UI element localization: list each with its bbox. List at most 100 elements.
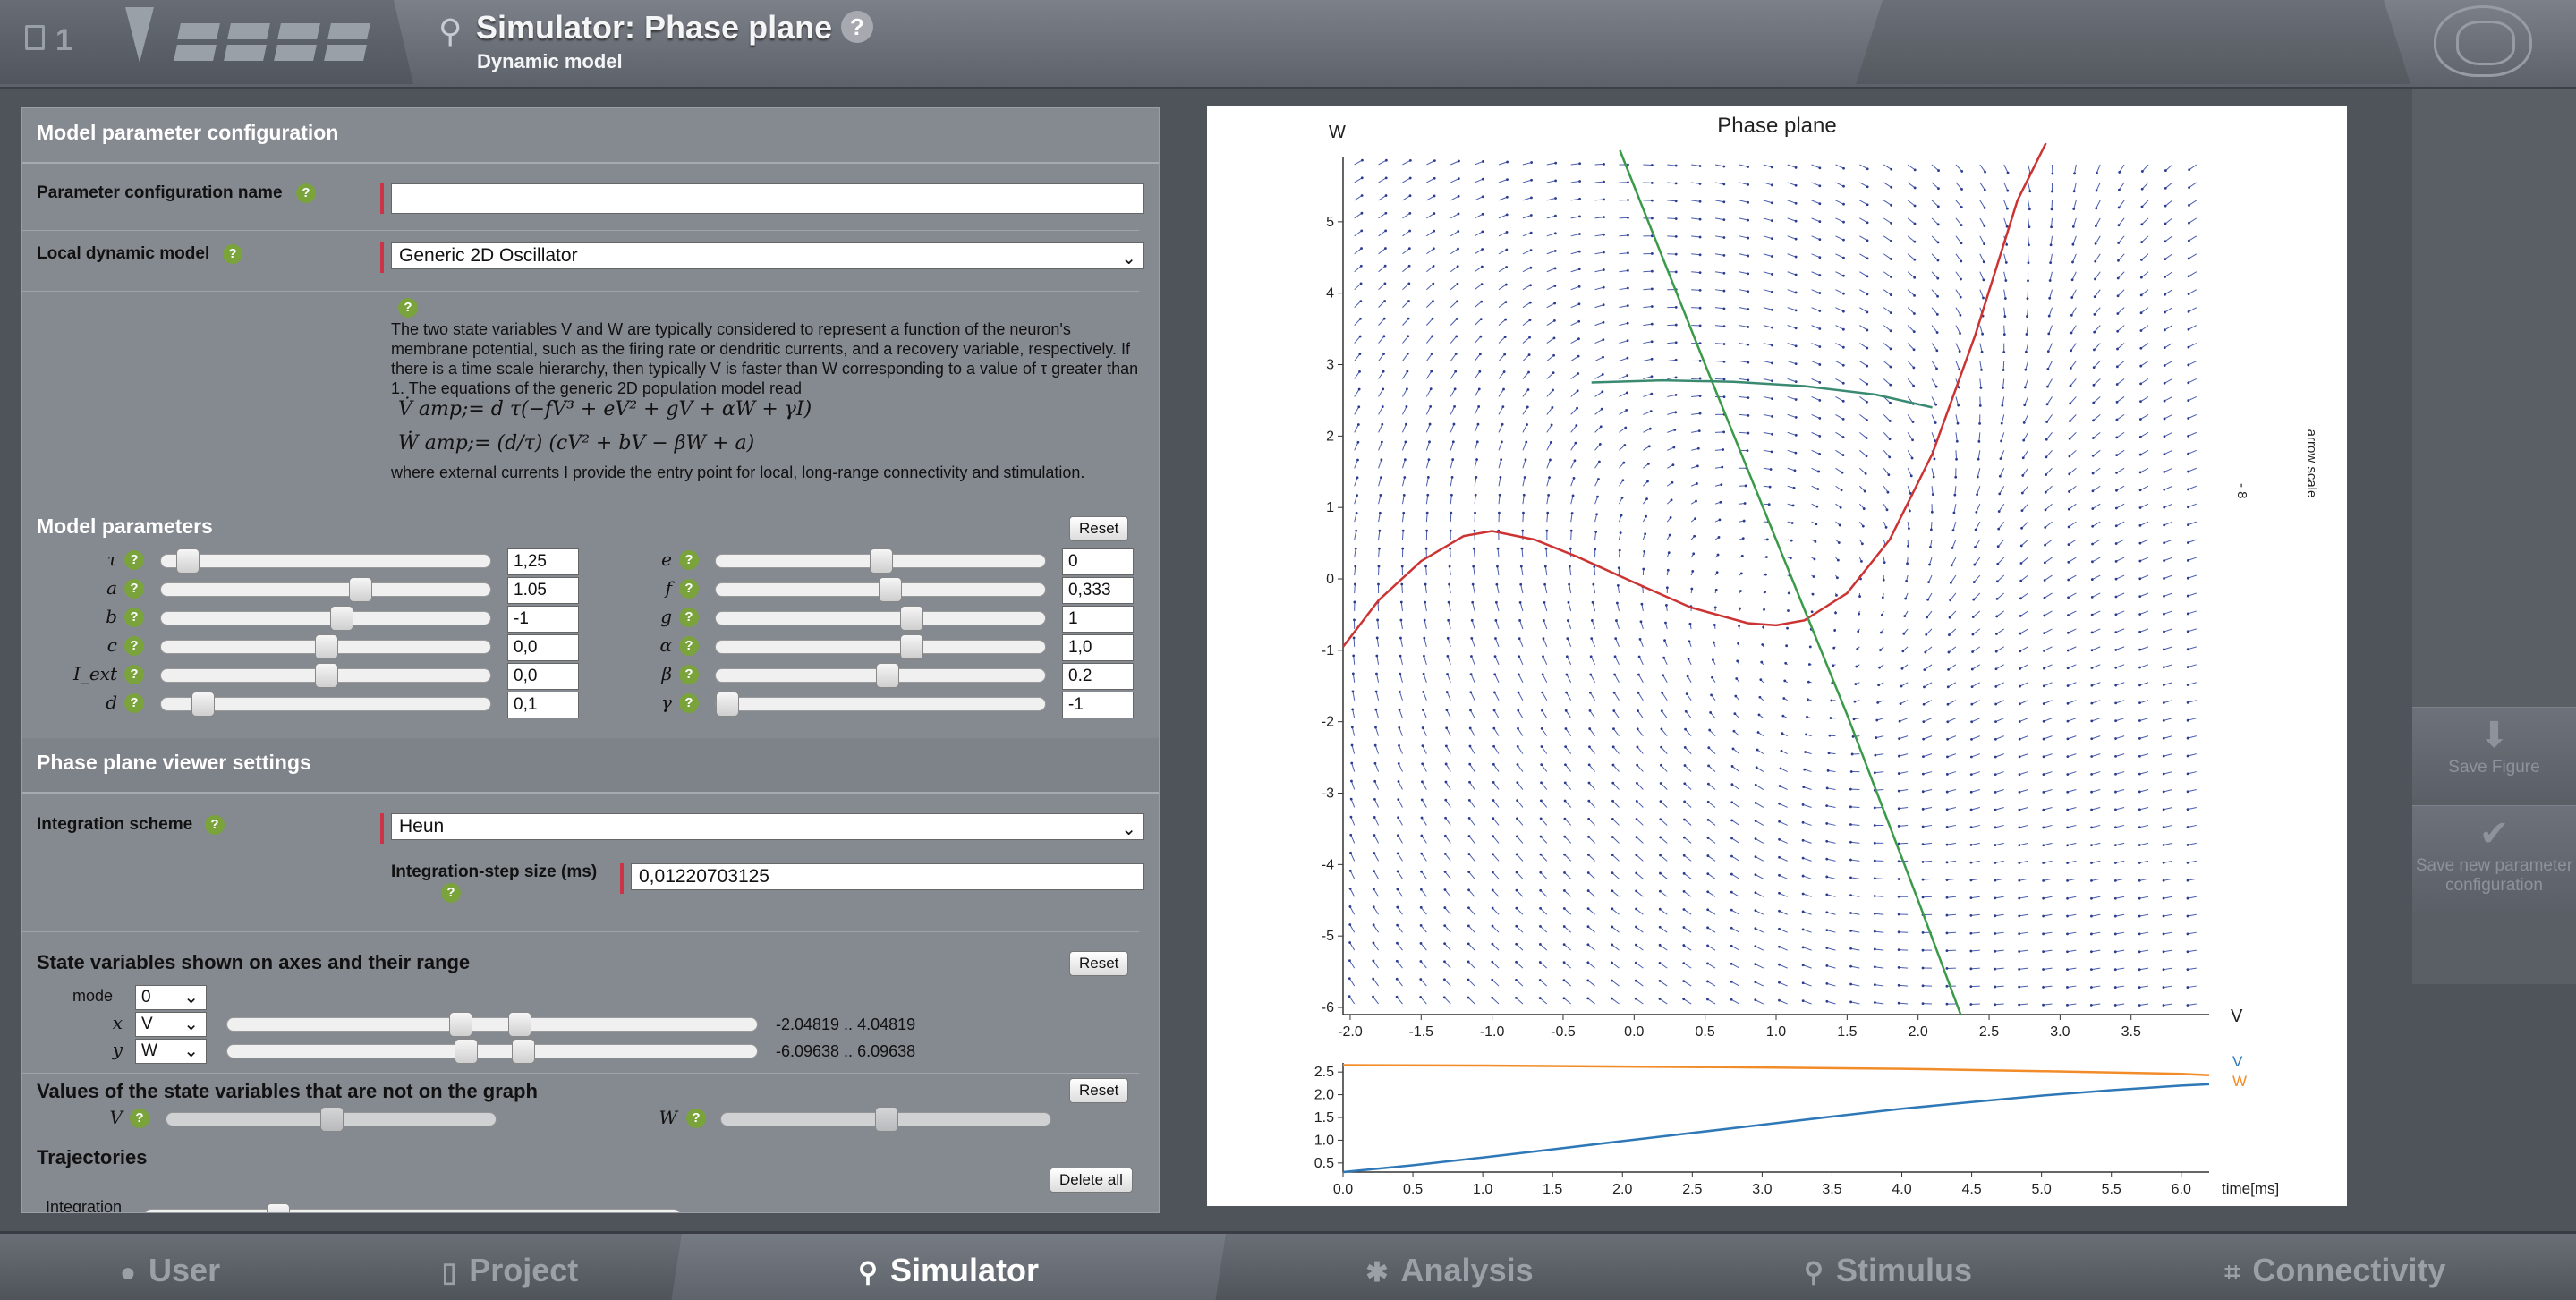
w-value-slider[interactable]	[720, 1107, 1051, 1132]
save-config-button[interactable]: ✔ Save new parameter configuration	[2412, 805, 2576, 913]
y-range-min-handle[interactable]	[455, 1039, 478, 1064]
param-slider-handle[interactable]	[315, 663, 338, 688]
param-slider-right-0[interactable]	[715, 548, 1046, 574]
param-help-icon[interactable]: ?	[679, 608, 699, 627]
field-arrow	[1756, 767, 1764, 772]
field-arrow-head	[1355, 529, 1358, 532]
param-slider-handle[interactable]	[330, 606, 353, 631]
param-slider-left-2[interactable]	[160, 606, 491, 631]
param-slider-right-2[interactable]	[715, 606, 1046, 631]
param-value-input-left-0[interactable]: 1,25	[507, 548, 579, 575]
param-value-input-right-0[interactable]: 0	[1062, 548, 1134, 575]
tab-connectivity[interactable]: ⌗ Connectivity	[2183, 1234, 2487, 1300]
param-help-icon[interactable]: ?	[124, 608, 144, 627]
description-help-icon[interactable]: ?	[398, 298, 418, 318]
v-value-handle[interactable]	[320, 1107, 344, 1132]
param-slider-left-5[interactable]	[160, 692, 491, 717]
save-figure-button[interactable]: ⬇ Save Figure	[2412, 707, 2576, 800]
w-value-help-icon[interactable]: ?	[686, 1109, 706, 1128]
local-model-select[interactable]: Generic 2D Oscillator ⌄	[391, 242, 1144, 269]
param-value-input-right-3[interactable]: 1,0	[1062, 634, 1134, 661]
param-slider-right-4[interactable]	[715, 663, 1046, 688]
tab-stimulus[interactable]: ⚲ Stimulus	[1754, 1234, 2022, 1300]
param-help-icon[interactable]: ?	[679, 636, 699, 656]
param-slider-right-5[interactable]	[715, 692, 1046, 717]
param-slider-handle[interactable]	[900, 606, 923, 631]
param-slider-handle[interactable]	[900, 634, 923, 659]
param-value-input-left-4[interactable]: 0,0	[507, 663, 579, 690]
param-slider-handle[interactable]	[716, 692, 739, 717]
param-value-input-right-2[interactable]: 1	[1062, 606, 1134, 633]
tab-analysis[interactable]: ✱ Analysis	[1297, 1234, 1602, 1300]
param-value-input-right-1[interactable]: 0,333	[1062, 577, 1134, 604]
param-value-input-right-4[interactable]: 0.2	[1062, 663, 1134, 690]
param-slider-handle[interactable]	[870, 548, 893, 574]
field-arrow	[1970, 824, 1980, 828]
v-value-help-icon[interactable]: ?	[130, 1109, 149, 1128]
param-slider-left-4[interactable]	[160, 663, 491, 688]
integration-slider[interactable]	[144, 1203, 681, 1212]
help-icon[interactable]: ?	[841, 11, 873, 43]
delete-all-button[interactable]: Delete all	[1050, 1168, 1133, 1193]
state-values-reset-button[interactable]: Reset	[1069, 1078, 1129, 1103]
param-slider-handle[interactable]	[176, 548, 200, 574]
param-help-icon[interactable]: ?	[124, 550, 144, 570]
tab-user[interactable]: ● User	[54, 1234, 286, 1300]
param-value-input-left-5[interactable]: 0,1	[507, 692, 579, 718]
tab-simulator[interactable]: ⚲ Simulator	[671, 1234, 1226, 1300]
model-params-reset-button[interactable]: Reset	[1069, 516, 1129, 541]
field-arrow-head	[2115, 489, 2118, 492]
field-arrow	[1564, 836, 1572, 844]
param-value-input-left-1[interactable]: 1.05	[507, 577, 579, 604]
x-range-slider[interactable]	[226, 1012, 758, 1037]
y-range-slider[interactable]	[226, 1039, 758, 1064]
y-range-max-handle[interactable]	[512, 1039, 535, 1064]
param-help-icon[interactable]: ?	[124, 665, 144, 684]
param-help-icon[interactable]: ?	[124, 693, 144, 713]
integration-scheme-help-icon[interactable]: ?	[205, 815, 225, 835]
param-slider-handle[interactable]	[879, 577, 902, 602]
param-help-icon[interactable]: ?	[124, 636, 144, 656]
field-arrow	[1883, 307, 1892, 314]
step-size-input[interactable]: 0,01220703125	[631, 863, 1144, 890]
view-switch-icon[interactable]	[174, 23, 370, 63]
param-help-icon[interactable]: ?	[124, 579, 144, 599]
param-help-icon[interactable]: ?	[679, 550, 699, 570]
param-slider-right-1[interactable]	[715, 577, 1046, 602]
param-slider-left-1[interactable]	[160, 577, 491, 602]
param-slider-left-0[interactable]	[160, 548, 491, 574]
param-help-icon[interactable]: ?	[679, 579, 699, 599]
param-value-input-left-2[interactable]: -1	[507, 606, 579, 633]
param-slider-right-3[interactable]	[715, 634, 1046, 659]
param-value-input-left-3[interactable]: 0,0	[507, 634, 579, 661]
integration-handle[interactable]	[267, 1203, 290, 1212]
v-value-slider[interactable]	[166, 1107, 497, 1132]
field-arrow	[1802, 929, 1812, 933]
field-arrow-head	[2066, 631, 2070, 634]
mode-select[interactable]: 0 ⌄	[135, 985, 207, 1010]
param-config-name-help-icon[interactable]: ?	[296, 183, 316, 203]
integration-scheme-select[interactable]: Heun ⌄	[391, 813, 1144, 840]
w-value-handle[interactable]	[875, 1107, 898, 1132]
project-dropdown-icon[interactable]	[125, 7, 154, 63]
y-axis-select[interactable]: W ⌄	[135, 1039, 207, 1064]
param-slider-handle[interactable]	[349, 577, 372, 602]
tab-project[interactable]: ▯ Project	[376, 1234, 644, 1300]
x-range-min-handle[interactable]	[449, 1012, 472, 1037]
x-axis-select[interactable]: V ⌄	[135, 1012, 207, 1037]
param-slider-handle[interactable]	[315, 634, 338, 659]
project-menu[interactable]: 1	[0, 0, 413, 84]
brain-logo-icon[interactable]	[2434, 5, 2532, 77]
param-slider-left-3[interactable]	[160, 634, 491, 659]
param-config-name-input[interactable]	[391, 183, 1144, 214]
state-axes-reset-button[interactable]: Reset	[1069, 951, 1129, 976]
param-help-icon[interactable]: ?	[679, 665, 699, 684]
step-size-help-icon[interactable]: ?	[441, 883, 461, 903]
param-value-input-right-5[interactable]: -1	[1062, 692, 1134, 718]
param-help-icon[interactable]: ?	[679, 693, 699, 713]
param-slider-handle[interactable]	[191, 692, 215, 717]
local-model-help-icon[interactable]: ?	[223, 244, 242, 264]
x-range-max-handle[interactable]	[508, 1012, 531, 1037]
param-slider-handle[interactable]	[876, 663, 899, 688]
